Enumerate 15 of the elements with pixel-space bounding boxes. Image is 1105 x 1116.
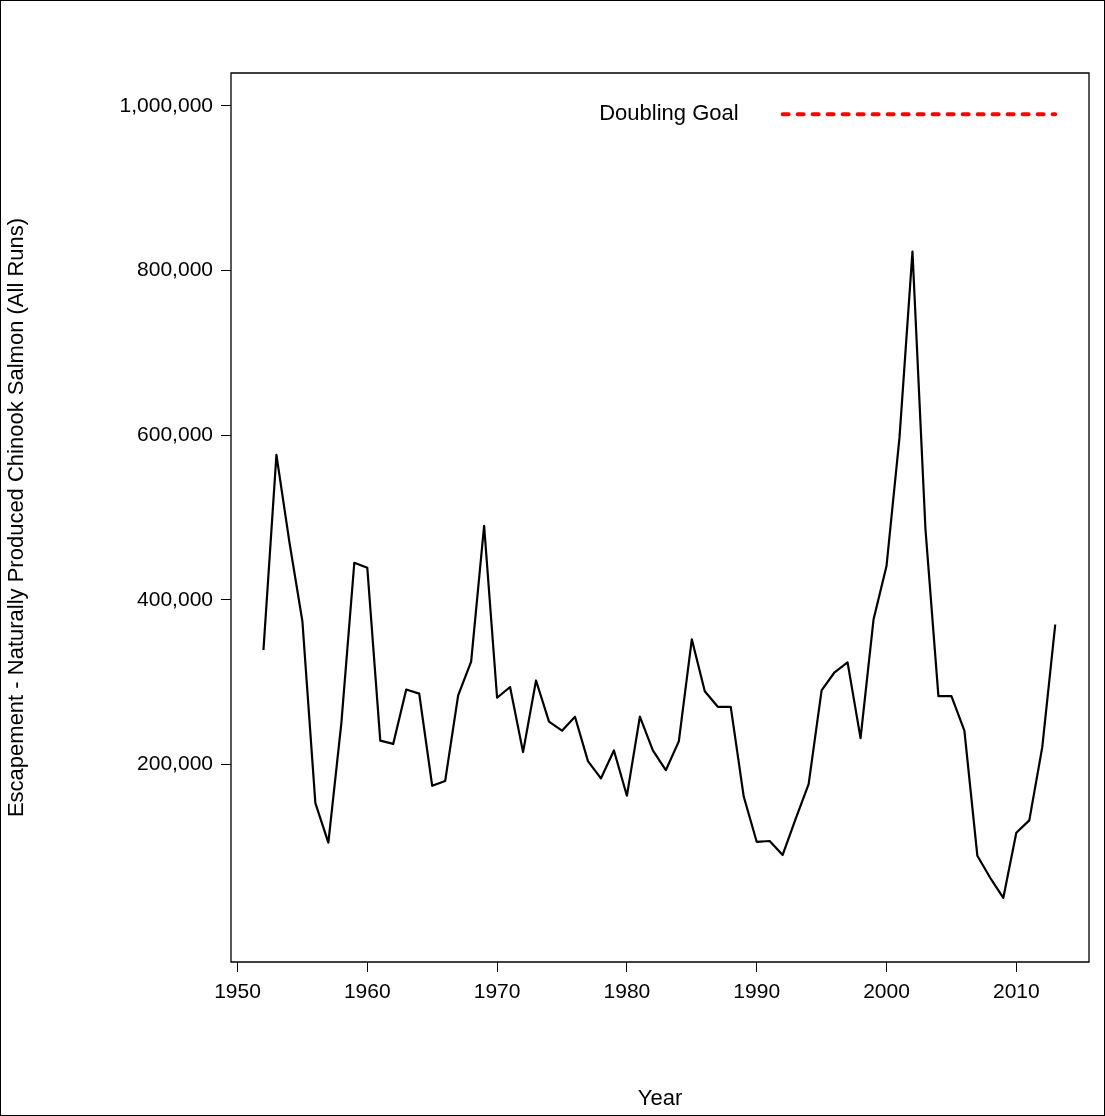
y-axis-title: Escapement - Naturally Produced Chinook Salmon (All Runs): [3, 217, 29, 818]
x-tick-label: 1970: [473, 979, 521, 1003]
x-tick-label: 2010: [992, 979, 1040, 1003]
x-tick-label: 1990: [733, 979, 781, 1003]
x-axis-title: Year: [637, 1084, 683, 1110]
y-tick-label: 200,000: [137, 751, 213, 775]
x-tick-label: 1950: [214, 979, 261, 1003]
text: Doubling Goal: [599, 100, 739, 126]
x-tick-label: 1980: [603, 979, 651, 1003]
x-tick-label: 2000: [863, 979, 910, 1003]
x-tick-label: 1960: [343, 979, 391, 1003]
y-tick-label: 600,000: [137, 421, 213, 445]
y-tick-label: 800,000: [137, 257, 213, 281]
y-tick-label: 400,000: [137, 586, 213, 610]
y-tick-label: 1,000,000: [119, 92, 213, 116]
